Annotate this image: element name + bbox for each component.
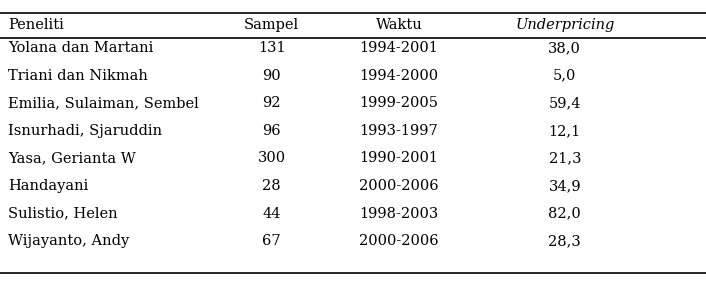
Text: 82,0: 82,0	[549, 207, 581, 221]
Text: 21,3: 21,3	[549, 151, 581, 166]
Text: 2000-2006: 2000-2006	[359, 179, 438, 193]
Text: 1999-2005: 1999-2005	[359, 96, 438, 110]
Text: Sulistio, Helen: Sulistio, Helen	[8, 207, 118, 221]
Text: 96: 96	[263, 124, 281, 138]
Text: Emilia, Sulaiman, Sembel: Emilia, Sulaiman, Sembel	[8, 96, 199, 110]
Text: Peneliti: Peneliti	[8, 18, 64, 32]
Text: 59,4: 59,4	[549, 96, 581, 110]
Text: Underpricing: Underpricing	[515, 18, 614, 32]
Text: 1993-1997: 1993-1997	[359, 124, 438, 138]
Text: Sampel: Sampel	[244, 18, 299, 32]
Text: 67: 67	[263, 234, 281, 248]
Text: 2000-2006: 2000-2006	[359, 234, 438, 248]
Text: 131: 131	[258, 41, 286, 55]
Text: 12,1: 12,1	[549, 124, 581, 138]
Text: 1994-2000: 1994-2000	[359, 69, 438, 83]
Text: 300: 300	[258, 151, 286, 166]
Text: Handayani: Handayani	[8, 179, 89, 193]
Text: Waktu: Waktu	[376, 18, 422, 32]
Text: 1990-2001: 1990-2001	[359, 151, 438, 166]
Text: 90: 90	[263, 69, 281, 83]
Text: 1994-2001: 1994-2001	[359, 41, 438, 55]
Text: 38,0: 38,0	[549, 41, 581, 55]
Text: Yolana dan Martani: Yolana dan Martani	[8, 41, 154, 55]
Text: 44: 44	[263, 207, 281, 221]
Text: Yasa, Gerianta W: Yasa, Gerianta W	[8, 151, 136, 166]
Text: 92: 92	[263, 96, 281, 110]
Text: 34,9: 34,9	[549, 179, 581, 193]
Text: Triani dan Nikmah: Triani dan Nikmah	[8, 69, 148, 83]
Text: Isnurhadi, Sjaruddin: Isnurhadi, Sjaruddin	[8, 124, 162, 138]
Text: 5,0: 5,0	[553, 69, 577, 83]
Text: 28: 28	[263, 179, 281, 193]
Text: 28,3: 28,3	[549, 234, 581, 248]
Text: 1998-2003: 1998-2003	[359, 207, 438, 221]
Text: Wijayanto, Andy: Wijayanto, Andy	[8, 234, 130, 248]
